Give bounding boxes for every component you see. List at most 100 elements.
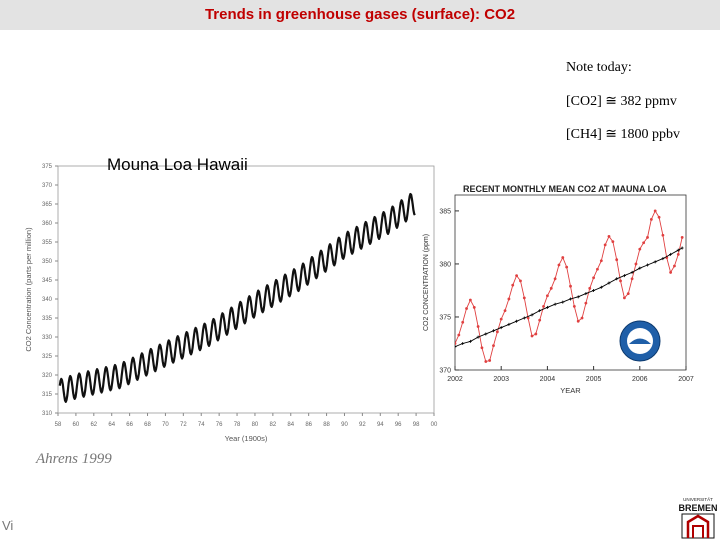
monthly-mean-point	[484, 360, 488, 363]
y-tick-label: 325	[42, 354, 53, 360]
monthly-mean-point	[646, 236, 649, 239]
monthly-mean-point	[676, 252, 680, 256]
x-tick-label: 64	[108, 422, 115, 428]
chart-location-label: Mouna Loa Hawaii	[107, 155, 248, 174]
x-tick-label: 94	[377, 422, 384, 428]
monthly-mean-point	[580, 316, 584, 320]
y-tick-label: 355	[42, 240, 53, 246]
y-tick-label: 380	[439, 261, 451, 268]
monthly-mean-point	[661, 233, 665, 237]
x-tick-label: 70	[162, 422, 169, 428]
monthly-mean-point	[669, 271, 673, 274]
monthly-mean-point	[495, 330, 499, 334]
x-tick-label: 74	[198, 422, 205, 428]
x-tick-label: 2005	[586, 376, 602, 383]
y-axis-label: CO2 CONCENTRATION (ppm)	[423, 234, 430, 331]
monthly-mean-point	[623, 296, 626, 300]
plot-frame	[454, 194, 687, 371]
y-tick-label: 375	[439, 314, 451, 321]
y-tick-label: 365	[42, 202, 53, 208]
monthly-mean-point	[569, 284, 572, 288]
monthly-mean-point	[611, 240, 615, 244]
x-tick-label: 76	[216, 422, 223, 428]
y-tick-label: 310	[42, 411, 53, 417]
monthly-mean-point	[526, 316, 530, 320]
monthly-mean-point	[515, 274, 518, 278]
x-tick-label: 2004	[540, 376, 556, 383]
trend-point	[468, 339, 472, 343]
title-bar	[0, 0, 720, 30]
logo-text: BREMEN	[678, 503, 717, 513]
monthly-mean-point	[461, 320, 465, 324]
monthly-mean-point	[503, 309, 507, 313]
note-ch4: [CH4] ≅ 1800 ppbv	[566, 127, 681, 142]
trend-point	[661, 257, 665, 261]
trend-point	[545, 305, 549, 309]
monthly-mean-point	[619, 279, 622, 283]
y-tick-label: 375	[42, 164, 53, 170]
monthly-mean-point	[538, 318, 542, 322]
x-tick-label: 82	[270, 422, 277, 428]
trend-point	[499, 326, 503, 330]
monthly-mean-point	[534, 332, 538, 336]
x-tick-label: 80	[252, 422, 259, 428]
trend-point	[669, 252, 673, 256]
monthly-mean-point	[522, 296, 526, 300]
monthly-mean-point	[472, 306, 476, 309]
monthly-mean-point	[561, 256, 565, 259]
trend-point	[622, 274, 626, 278]
trend-point	[599, 285, 603, 289]
trend-point	[455, 345, 457, 349]
trend-point	[615, 277, 619, 281]
x-tick-label: 68	[144, 422, 151, 428]
monthly-mean-point	[455, 342, 457, 345]
monthly-mean-point	[546, 294, 549, 298]
x-tick-label: 92	[359, 422, 366, 428]
x-tick-label: 60	[73, 422, 80, 428]
monthly-mean-point	[657, 215, 661, 219]
trend-point	[680, 246, 684, 250]
monthly-mean-point	[549, 286, 553, 290]
trend-point	[491, 329, 495, 333]
logo-small-text: UNIVERSITÄT	[683, 496, 713, 502]
trend-point	[630, 270, 634, 274]
university-bremen-logo: UNIVERSITÄT BREMEN	[678, 496, 718, 539]
trend-point	[476, 335, 480, 339]
monthly-mean-point	[673, 264, 676, 268]
monthly-mean-point	[626, 292, 630, 296]
trend-point	[561, 300, 565, 304]
monthly-mean-point	[572, 304, 576, 308]
monthly-mean-point	[499, 317, 503, 321]
monthly-mean-point	[476, 325, 480, 328]
trend-point	[576, 295, 580, 299]
trend-point	[522, 316, 526, 320]
monthly-mean-point	[553, 277, 557, 281]
monthly-mean-point	[630, 277, 634, 281]
x-tick-label: 2007	[678, 376, 694, 383]
monthly-mean-point	[465, 307, 468, 310]
trend-point	[584, 292, 588, 296]
x-tick-label: 2003	[493, 376, 509, 383]
x-axis-label: YEAR	[560, 386, 581, 395]
trend-point	[646, 263, 650, 267]
x-tick-label: 2002	[447, 376, 463, 383]
monthly-mean-point	[615, 258, 619, 262]
y-tick-label: 340	[42, 297, 53, 303]
mauna-loa-long-term-chart: 58 60 62 64 66 68 70 72 74 76 78 80 82 84 86 88 90 92 94 96…	[24, 164, 438, 443]
slide-title: Trends in greenhouse gases (surface): CO…	[204, 6, 516, 23]
x-tick-label: 00	[431, 422, 438, 428]
monthly-mean-point	[653, 209, 657, 213]
plot-area	[455, 209, 684, 363]
y-tick-label: 350	[42, 259, 53, 265]
y-tick-label: 335	[42, 316, 53, 322]
source-credit: Ahrens 1999	[36, 451, 112, 467]
y-tick-label: 345	[42, 278, 53, 284]
y-tick-label: 370	[439, 368, 451, 375]
trend-point	[538, 309, 542, 313]
monthly-mean-point	[638, 247, 642, 251]
monthly-mean-point	[542, 304, 545, 308]
monthly-mean-point	[649, 217, 653, 221]
recent-monthly-co2-chart: RECENT MONTHLY MEAN CO2 AT MAUNA LOA 2002…	[423, 184, 694, 395]
x-tick-label: 98	[413, 422, 420, 428]
trend-point	[515, 319, 519, 323]
